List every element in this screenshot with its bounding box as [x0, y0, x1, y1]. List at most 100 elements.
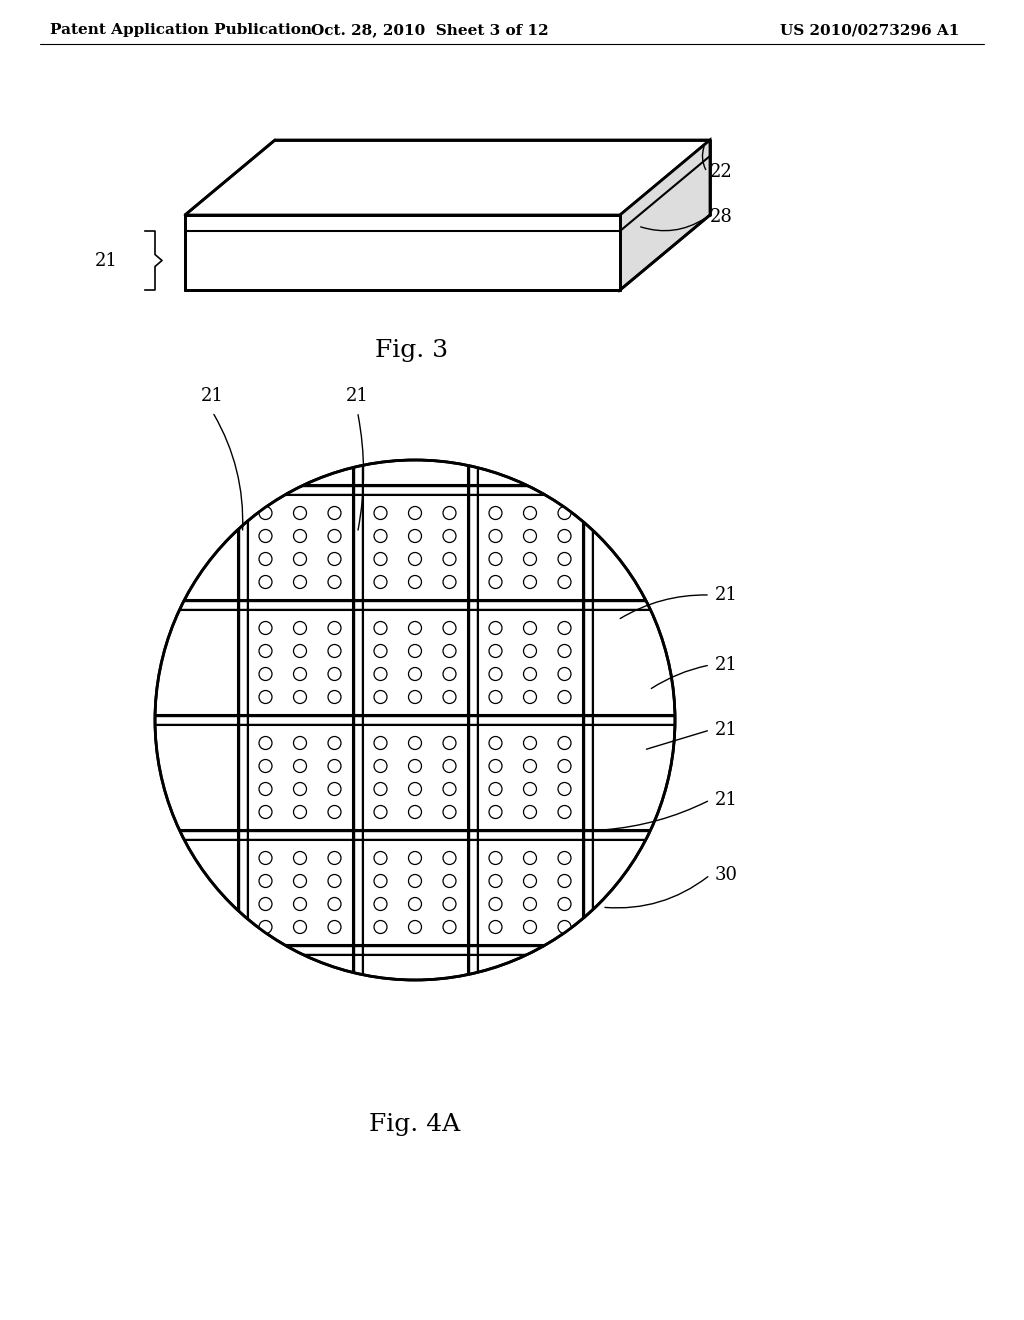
Circle shape: [155, 459, 675, 979]
Circle shape: [259, 851, 272, 865]
Circle shape: [259, 576, 272, 589]
Circle shape: [409, 622, 422, 635]
Text: 21: 21: [201, 387, 224, 405]
Circle shape: [409, 851, 422, 865]
Circle shape: [443, 529, 456, 543]
Circle shape: [294, 874, 306, 887]
Circle shape: [523, 622, 537, 635]
Circle shape: [558, 920, 571, 933]
Circle shape: [409, 737, 422, 750]
Text: Fig. 4A: Fig. 4A: [370, 1114, 461, 1137]
Text: Fig. 3: Fig. 3: [376, 338, 449, 362]
Circle shape: [409, 668, 422, 681]
Circle shape: [409, 898, 422, 911]
Circle shape: [374, 920, 387, 933]
Circle shape: [443, 737, 456, 750]
Circle shape: [409, 874, 422, 887]
Circle shape: [489, 644, 502, 657]
Circle shape: [294, 805, 306, 818]
Circle shape: [259, 783, 272, 796]
Circle shape: [294, 920, 306, 933]
Circle shape: [558, 851, 571, 865]
Circle shape: [294, 737, 306, 750]
Circle shape: [294, 553, 306, 565]
Circle shape: [374, 622, 387, 635]
Circle shape: [374, 553, 387, 565]
Text: Oct. 28, 2010  Sheet 3 of 12: Oct. 28, 2010 Sheet 3 of 12: [311, 22, 549, 37]
Circle shape: [409, 759, 422, 772]
Text: 21: 21: [346, 387, 369, 405]
Circle shape: [409, 920, 422, 933]
Circle shape: [443, 759, 456, 772]
Circle shape: [409, 529, 422, 543]
Circle shape: [523, 690, 537, 704]
Circle shape: [523, 851, 537, 865]
Circle shape: [259, 690, 272, 704]
Circle shape: [259, 898, 272, 911]
Circle shape: [558, 507, 571, 520]
Circle shape: [489, 920, 502, 933]
Circle shape: [294, 668, 306, 681]
Circle shape: [523, 737, 537, 750]
Polygon shape: [620, 140, 710, 290]
Circle shape: [489, 690, 502, 704]
Circle shape: [523, 668, 537, 681]
Circle shape: [523, 805, 537, 818]
Circle shape: [328, 737, 341, 750]
Circle shape: [259, 920, 272, 933]
Circle shape: [294, 576, 306, 589]
Circle shape: [558, 644, 571, 657]
Circle shape: [443, 622, 456, 635]
Text: US 2010/0273296 A1: US 2010/0273296 A1: [780, 22, 959, 37]
Text: 21: 21: [715, 721, 738, 739]
Circle shape: [294, 851, 306, 865]
Circle shape: [489, 783, 502, 796]
Circle shape: [558, 737, 571, 750]
Circle shape: [374, 737, 387, 750]
Circle shape: [558, 690, 571, 704]
Circle shape: [328, 874, 341, 887]
Circle shape: [443, 898, 456, 911]
Circle shape: [443, 507, 456, 520]
Circle shape: [443, 783, 456, 796]
Circle shape: [259, 759, 272, 772]
Circle shape: [328, 920, 341, 933]
Circle shape: [523, 644, 537, 657]
Circle shape: [523, 920, 537, 933]
Circle shape: [294, 898, 306, 911]
Circle shape: [328, 622, 341, 635]
Circle shape: [374, 898, 387, 911]
Circle shape: [443, 690, 456, 704]
Circle shape: [443, 668, 456, 681]
Circle shape: [294, 507, 306, 520]
Circle shape: [489, 805, 502, 818]
Circle shape: [523, 898, 537, 911]
Text: 21: 21: [715, 791, 738, 809]
Polygon shape: [185, 215, 620, 290]
Circle shape: [374, 529, 387, 543]
Circle shape: [489, 851, 502, 865]
Circle shape: [489, 576, 502, 589]
Text: 21: 21: [715, 586, 738, 605]
Text: Patent Application Publication: Patent Application Publication: [50, 22, 312, 37]
Circle shape: [523, 507, 537, 520]
Circle shape: [374, 507, 387, 520]
Circle shape: [294, 622, 306, 635]
Circle shape: [374, 759, 387, 772]
Circle shape: [328, 805, 341, 818]
Circle shape: [523, 874, 537, 887]
Circle shape: [443, 553, 456, 565]
Circle shape: [489, 507, 502, 520]
Circle shape: [409, 805, 422, 818]
Circle shape: [259, 805, 272, 818]
Circle shape: [328, 644, 341, 657]
Polygon shape: [185, 140, 710, 215]
Circle shape: [294, 783, 306, 796]
Circle shape: [328, 690, 341, 704]
Circle shape: [443, 805, 456, 818]
Circle shape: [558, 668, 571, 681]
Circle shape: [489, 898, 502, 911]
Circle shape: [374, 576, 387, 589]
Circle shape: [523, 576, 537, 589]
Circle shape: [328, 759, 341, 772]
